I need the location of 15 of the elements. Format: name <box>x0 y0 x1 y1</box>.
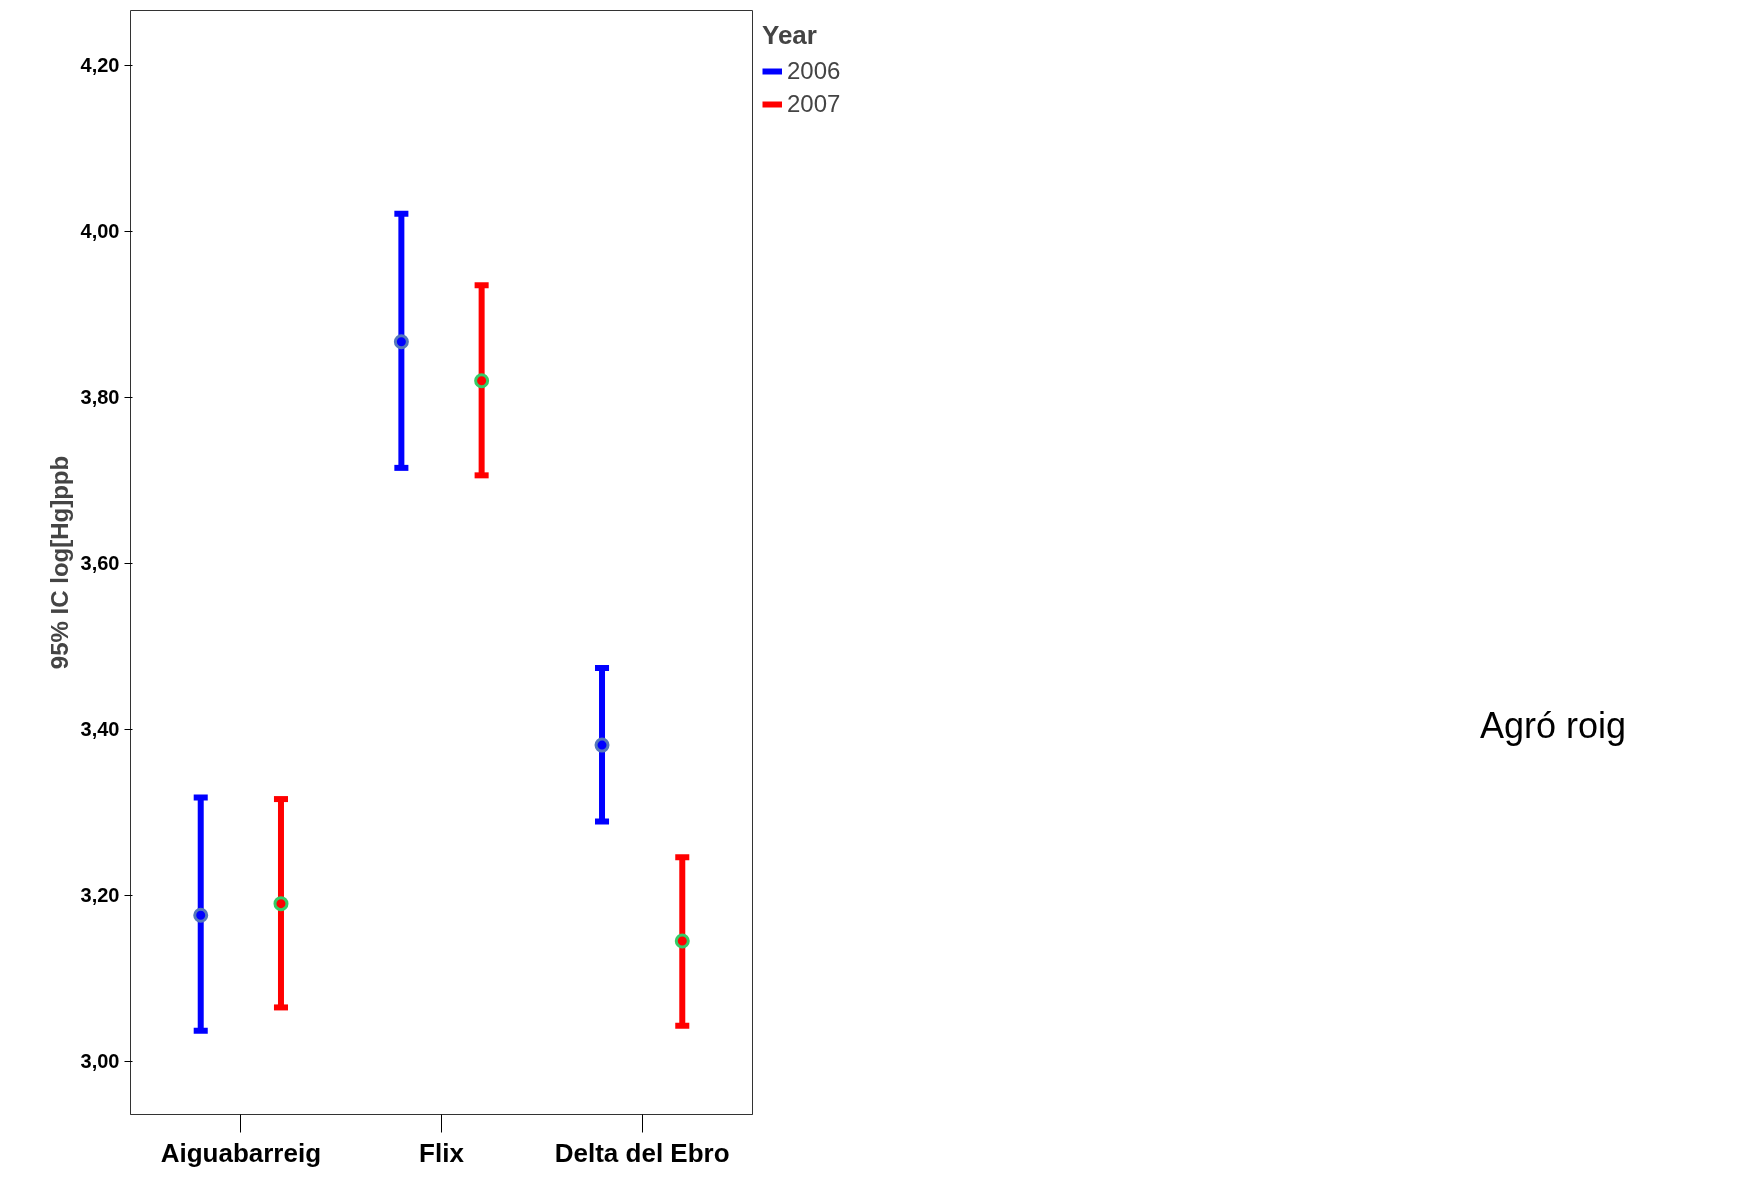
x-tick-label: Aiguabarreig <box>160 1137 322 1168</box>
y-axis-title: 95% IC log[Hg]ppb <box>45 455 73 670</box>
y-tick-label: 3,20 <box>80 884 120 907</box>
y-tick-label: 4,00 <box>80 220 120 243</box>
y-tick-label: 3,80 <box>80 386 120 409</box>
y-tick-label: 4,20 <box>80 54 120 77</box>
y-tick-label: 3,40 <box>80 718 120 741</box>
text: Agró roig <box>1480 704 1627 748</box>
legend-label: 2007 <box>787 90 841 118</box>
x-tick-label: Delta del Ebro <box>554 1137 730 1168</box>
y-tick-label: 3,60 <box>80 552 120 575</box>
legend-title: Year <box>762 20 818 51</box>
y-tick-label: 3,00 <box>80 1050 120 1073</box>
legend-label: 2006 <box>787 57 841 85</box>
x-tick-label: Flix <box>419 1137 465 1168</box>
